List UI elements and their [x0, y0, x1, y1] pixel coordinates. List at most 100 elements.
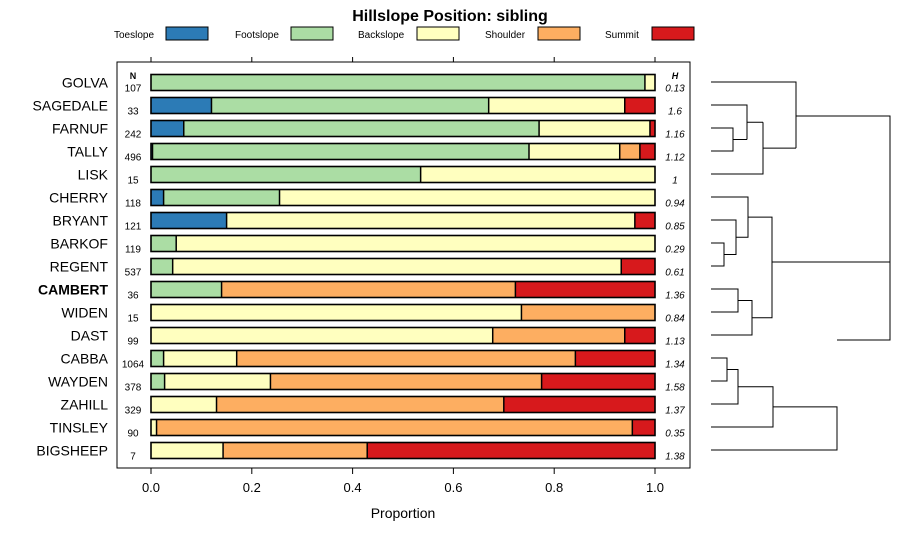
x-tick-label: 0.0 [142, 480, 160, 495]
n-value-widen: 15 [127, 314, 139, 325]
legend-swatch-footslope [290, 26, 334, 41]
n-value-zahill: 329 [125, 406, 142, 417]
bar-cambert-summit [515, 281, 655, 298]
bar-zahill-summit [503, 396, 655, 413]
n-values: 107 33 242 496 15 118 121 119 537 36 15 99 1064 378 32… [122, 84, 145, 463]
bar-zahill-backslope [151, 396, 217, 413]
bar-cabba-backslope [163, 350, 237, 367]
row-label-golva: GOLVA [62, 75, 109, 91]
dendrogram-branch [711, 122, 764, 175]
row-label-cabba: CABBA [61, 351, 109, 367]
bar-widen-shoulder [521, 304, 655, 321]
row-label-bigsheep: BIGSHEEP [36, 443, 108, 459]
dendrogram-branch [711, 104, 748, 140]
n-value-bryant: 121 [125, 222, 142, 233]
h-value-dast: 1.13 [665, 337, 685, 348]
bar-outline-golva [150, 73, 656, 92]
bar-tinsley-summit [632, 419, 655, 436]
bar-outline-cabba [150, 349, 656, 368]
legend-label-backslope: Backslope [358, 30, 405, 41]
dendrogram-branch [711, 369, 739, 405]
n-value-golva: 107 [125, 84, 142, 95]
h-value-tally: 1.12 [665, 153, 685, 164]
bar-barkof-footslope [151, 235, 177, 252]
x-tick-label: 0.6 [444, 480, 462, 495]
h-value-sagedale: 1.6 [668, 107, 682, 118]
bar-golva-backslope [644, 74, 655, 91]
bar-regent-summit [621, 258, 655, 275]
bar-wayden-backslope [164, 373, 271, 390]
bar-cabba-summit [575, 350, 655, 367]
bar-wayden-shoulder [270, 373, 542, 390]
bar-outline-bryant [150, 211, 656, 230]
h-value-farnuf: 1.16 [665, 130, 685, 141]
row-labels: GOLVA SAGEDALE FARNUF TALLY LISK CHERRY BRYANT… [33, 75, 109, 459]
legend-swatch-shoulder [537, 26, 581, 41]
dendrogram [711, 81, 891, 451]
bar-tinsley-backslope [151, 419, 157, 436]
bar-outline-cherry [150, 188, 656, 207]
h-value-tinsley: 0.35 [665, 429, 685, 440]
bar-outline-regent [150, 257, 656, 276]
row-label-widen: WIDEN [61, 305, 108, 321]
row-label-cherry: CHERRY [49, 190, 109, 206]
row-label-regent: REGENT [50, 259, 109, 275]
dendrogram-branch [711, 386, 774, 428]
dendrogram-branch [711, 288, 739, 313]
bar-outline-dast [150, 326, 656, 345]
bar-regent-footslope [151, 258, 173, 275]
bar-dast-shoulder [492, 327, 625, 344]
bar-outline-zahill [150, 395, 656, 414]
bar-cabba-shoulder [236, 350, 576, 367]
bar-tally-footslope [152, 143, 529, 160]
plot-panel [116, 61, 691, 469]
dendrogram-branch [711, 300, 753, 336]
legend: Toeslope Footslope Backslope Shoulder Summit [114, 26, 695, 41]
row-label-zahill: ZAHILL [61, 397, 109, 413]
row-label-cambert: CAMBERT [38, 282, 108, 298]
bar-farnuf-backslope [539, 120, 650, 137]
bar-sagedale-summit [624, 97, 655, 114]
h-value-widen: 0.84 [665, 314, 685, 325]
row-label-tally: TALLY [67, 144, 108, 160]
bar-bigsheep-shoulder [223, 442, 368, 459]
bar-outline-widen [150, 303, 656, 322]
chart-title: Hillslope Position: sibling [352, 8, 548, 25]
dendrogram-branch [796, 115, 891, 262]
legend-label-summit: Summit [605, 30, 639, 41]
bar-cherry-toeslope [151, 189, 164, 206]
bar-zahill-shoulder [216, 396, 504, 413]
h-value-bryant: 0.85 [665, 222, 685, 233]
n-header: N [130, 71, 137, 81]
bar-bigsheep-summit [367, 442, 655, 459]
bar-sagedale-footslope [211, 97, 489, 114]
n-value-bigsheep: 7 [130, 452, 136, 463]
bar-widen-backslope [151, 304, 522, 321]
n-value-farnuf: 242 [125, 130, 142, 141]
bar-dast-backslope [151, 327, 493, 344]
bar-tally-shoulder [619, 143, 640, 160]
bar-lisk-footslope [151, 166, 421, 183]
bar-bigsheep-backslope [151, 442, 224, 459]
n-value-barkof: 119 [125, 245, 141, 256]
legend-label-toeslope: Toeslope [114, 30, 154, 41]
bar-tally-backslope [529, 143, 620, 160]
row-label-bryant: BRYANT [53, 213, 109, 229]
bar-sagedale-toeslope [151, 97, 212, 114]
n-value-wayden: 378 [125, 383, 142, 394]
dendrogram-branch [711, 81, 797, 149]
bar-cherry-backslope [279, 189, 655, 206]
n-value-tally: 496 [125, 153, 142, 164]
n-value-lisk: 15 [127, 176, 139, 187]
bar-outline-sagedale [150, 96, 656, 115]
x-axis-label: Proportion [371, 505, 436, 521]
bar-outline-farnuf [150, 119, 656, 138]
x-tick-label: 1.0 [646, 480, 664, 495]
row-label-wayden: WAYDEN [48, 374, 108, 390]
bar-wayden-footslope [151, 373, 165, 390]
row-label-tinsley: TINSLEY [50, 420, 109, 436]
bar-cabba-footslope [151, 350, 164, 367]
legend-swatch-summit [651, 26, 695, 41]
bar-regent-backslope [172, 258, 622, 275]
